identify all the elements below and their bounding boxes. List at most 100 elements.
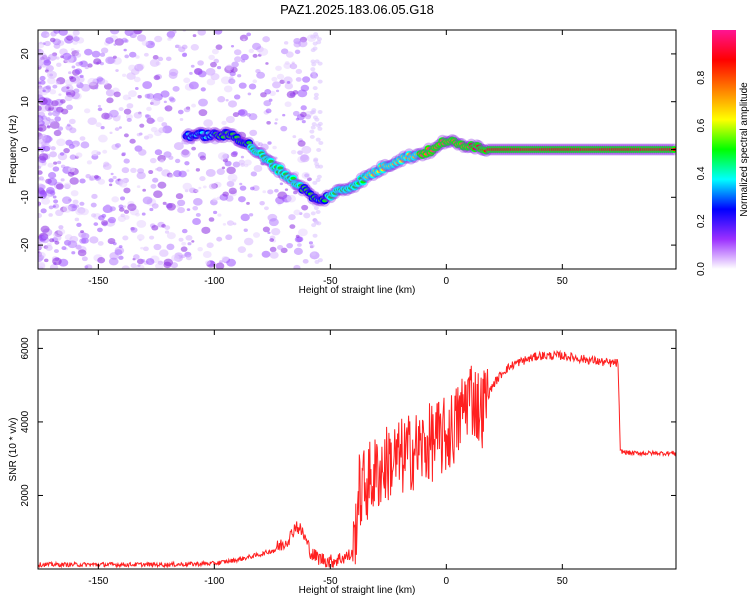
noise-cell: [275, 89, 280, 93]
noise-cell: [136, 34, 147, 42]
noise-cell: [75, 152, 83, 158]
noise-cell: [212, 197, 218, 202]
noise-cell: [133, 30, 143, 35]
noise-cell: [265, 62, 269, 65]
noise-cell: [315, 178, 321, 183]
noise-cell: [257, 142, 263, 147]
noise-cell: [102, 149, 108, 154]
x-axis-label: Height of straight line (km): [299, 585, 416, 596]
noise-cell: [71, 251, 76, 255]
noise-cell: [201, 226, 211, 234]
noise-cell: [300, 84, 310, 92]
noise-cell: [269, 246, 277, 253]
noise-cell: [215, 44, 223, 50]
x-tick-label: -100: [204, 576, 224, 587]
noise-cell: [38, 191, 47, 200]
noise-cell: [316, 37, 322, 42]
noise-cell: [138, 148, 147, 156]
noise-cell: [298, 228, 308, 237]
noise-cell: [97, 227, 103, 233]
noise-cell: [118, 245, 123, 249]
noise-cell: [310, 125, 316, 130]
noise-cell: [233, 49, 242, 56]
noise-cell: [213, 210, 218, 215]
noise-cell: [48, 213, 53, 217]
noise-cell: [199, 155, 207, 161]
noise-cell: [221, 166, 226, 170]
ridge-core: [360, 180, 366, 184]
noise-cell: [295, 234, 300, 238]
x-tick-label: 0: [444, 576, 450, 587]
noise-cell: [130, 167, 137, 173]
noise-cell: [72, 205, 77, 209]
noise-cell: [147, 133, 154, 139]
noise-cell: [150, 98, 161, 106]
spectrogram-cells: [38, 30, 676, 269]
noise-cell: [211, 48, 219, 55]
noise-cell: [293, 264, 301, 269]
y-tick-label: 20: [20, 48, 31, 60]
noise-cell: [41, 197, 51, 205]
noise-cell: [193, 198, 203, 206]
noise-cell: [178, 237, 184, 242]
noise-cell: [252, 232, 261, 238]
noise-cell: [202, 185, 207, 189]
noise-cell: [154, 35, 163, 43]
noise-cell: [103, 161, 110, 167]
noise-cell: [127, 203, 137, 211]
noise-cell: [42, 234, 48, 240]
noise-cell: [279, 182, 284, 186]
noise-cell: [53, 30, 61, 34]
noise-cell: [231, 179, 237, 183]
noise-cell: [58, 93, 62, 96]
ridge-core: [268, 159, 274, 163]
noise-cell: [122, 235, 129, 241]
noise-cell: [267, 231, 271, 235]
noise-cell: [312, 86, 318, 91]
noise-cell: [205, 169, 216, 177]
noise-cell: [313, 96, 319, 101]
noise-cell: [195, 189, 200, 193]
noise-cell: [98, 134, 108, 143]
noise-cell: [250, 186, 255, 191]
noise-cell: [317, 126, 323, 131]
noise-cell: [178, 170, 187, 178]
noise-cell: [38, 261, 46, 269]
noise-cell: [45, 186, 55, 195]
noise-cell: [123, 214, 130, 220]
noise-cell: [140, 246, 144, 250]
noise-cell: [98, 215, 105, 221]
noise-cell: [42, 89, 46, 93]
noise-cell: [226, 220, 234, 226]
noise-cell: [114, 249, 123, 256]
noise-cell: [49, 238, 55, 243]
noise-cell: [284, 188, 289, 191]
noise-cell: [171, 30, 177, 34]
noise-cell: [243, 228, 248, 232]
noise-cell: [202, 251, 212, 259]
noise-cell: [45, 137, 50, 141]
noise-cell: [44, 40, 51, 47]
y-tick-label: 4000: [20, 410, 31, 433]
noise-cell: [208, 183, 217, 190]
noise-cell: [289, 224, 296, 229]
noise-cell: [166, 243, 175, 251]
noise-cell: [40, 80, 46, 85]
noise-cell: [118, 255, 124, 260]
noise-cell: [77, 249, 87, 257]
noise-cell: [124, 54, 130, 59]
noise-cell: [208, 217, 215, 222]
noise-cell: [114, 127, 120, 131]
noise-cell: [68, 71, 72, 75]
noise-cell: [225, 234, 233, 241]
noise-cell: [101, 112, 110, 120]
ridge-core: [246, 141, 252, 145]
noise-cell: [311, 108, 317, 113]
noise-cell: [237, 246, 247, 253]
noise-cell: [168, 173, 174, 178]
noise-cell: [141, 212, 146, 216]
noise-cell: [213, 58, 220, 64]
noise-cell: [136, 234, 145, 241]
noise-cell: [149, 59, 160, 67]
